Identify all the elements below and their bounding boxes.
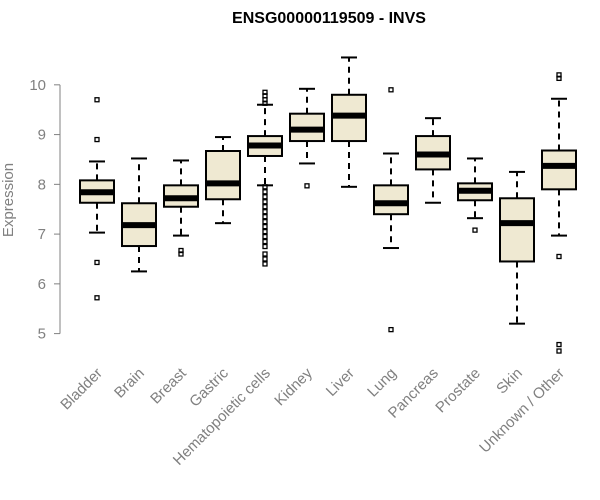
outlier-point	[94, 136, 100, 143]
box-prostate	[457, 157, 493, 233]
x-tick-label: Bladder	[57, 365, 106, 414]
x-tick-label: Kidney	[271, 364, 316, 409]
outlier-point	[262, 251, 268, 257]
outlier-point	[262, 261, 268, 267]
outlier-point	[262, 219, 268, 225]
outlier-point	[262, 214, 268, 220]
box-bladder	[79, 97, 115, 301]
y-tick-label: 9	[38, 127, 46, 144]
outlier-point	[556, 253, 562, 260]
outlier-point	[556, 75, 562, 82]
y-tick-label: 8	[38, 176, 46, 193]
y-tick-label: 10	[29, 77, 46, 94]
chart-title: ENSG00000119509 - INVS	[232, 10, 426, 27]
outlier-point	[94, 295, 100, 301]
outlier-point	[304, 183, 310, 189]
box-hematopoietic-cells	[247, 89, 283, 267]
outlier-point	[262, 194, 268, 200]
outlier-point	[262, 204, 268, 210]
box-pancreas	[415, 117, 451, 204]
box-lung	[373, 87, 409, 333]
outlier-point	[556, 341, 562, 348]
outlier-point	[262, 243, 268, 250]
y-axis-label: Expression	[0, 163, 17, 237]
outlier-point	[178, 251, 184, 257]
box-brain	[121, 157, 157, 273]
box-iqr	[541, 149, 577, 191]
x-tick-label: Lung	[364, 365, 400, 401]
outlier-point	[262, 233, 268, 240]
x-tick-label: Brain	[111, 365, 148, 402]
y-tick-label: 6	[38, 276, 46, 293]
outlier-point	[94, 97, 100, 103]
outlier-point	[262, 100, 268, 106]
box-unknown-other	[541, 72, 577, 354]
outlier-point	[262, 223, 268, 230]
outlier-point	[262, 228, 268, 235]
outlier-point	[388, 326, 394, 333]
box-iqr	[205, 150, 241, 201]
box-breast	[163, 159, 199, 257]
outlier-point	[556, 348, 562, 354]
outlier-point	[472, 227, 478, 233]
outlier-point	[262, 238, 268, 245]
outlier-point	[262, 184, 268, 190]
box-liver	[331, 56, 367, 188]
outlier-point	[262, 199, 268, 205]
y-axis: 5 6 7 8 9 10	[29, 77, 61, 343]
outlier-point	[262, 209, 268, 215]
outlier-point	[388, 87, 394, 93]
box-skin	[499, 170, 535, 325]
y-tick-label: 5	[38, 326, 46, 343]
box-iqr	[499, 197, 535, 263]
y-tick-label: 7	[38, 226, 46, 243]
plot-area	[79, 56, 577, 354]
box-gastric	[205, 136, 241, 225]
x-tick-label: Prostate	[432, 365, 484, 417]
x-tick-label: Breast	[147, 364, 190, 407]
outlier-point	[262, 256, 268, 262]
outlier-point	[94, 259, 100, 266]
x-tick-label: Skin	[493, 365, 526, 398]
outlier-point	[262, 189, 268, 195]
box-kidney	[289, 87, 325, 189]
x-tick-label: Liver	[323, 365, 358, 400]
box-iqr	[373, 184, 409, 216]
